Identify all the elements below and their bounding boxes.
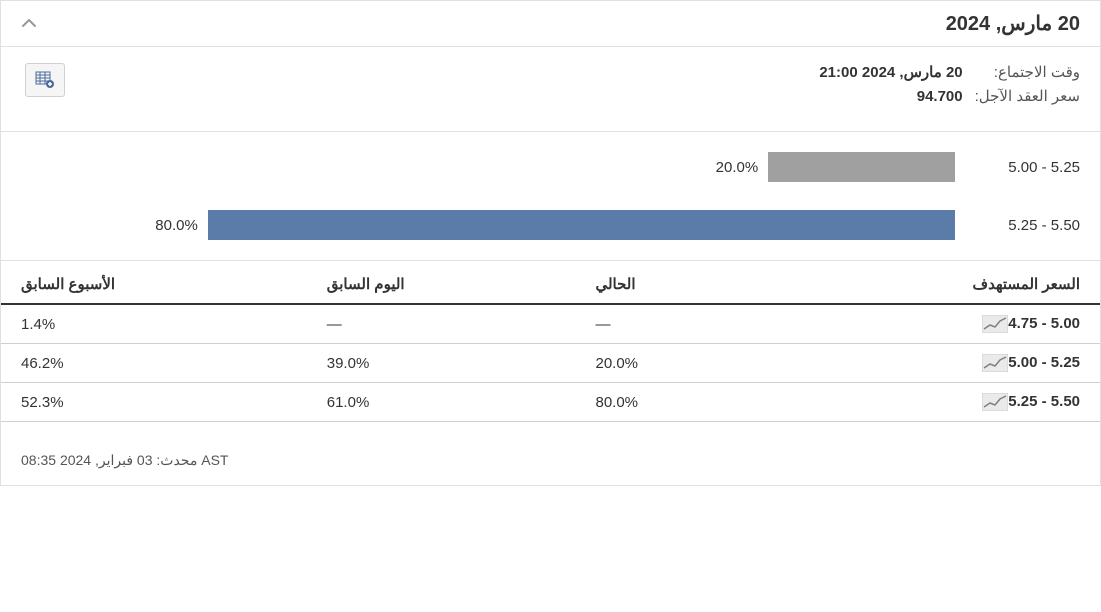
trend-icon[interactable] xyxy=(982,354,1008,372)
bar-pct-label: 20.0% xyxy=(700,159,769,176)
bar-track: 80.0% xyxy=(21,210,955,240)
add-grid-button[interactable] xyxy=(25,63,65,97)
trend-icon[interactable] xyxy=(982,393,1008,411)
meta-rows: وقت الاجتماع: 20 مارس, 2024 21:00 سعر ال… xyxy=(819,63,1080,111)
chevron-up-icon[interactable] xyxy=(21,15,37,33)
meta-section: وقت الاجتماع: 20 مارس, 2024 21:00 سعر ال… xyxy=(1,47,1100,132)
range-text: 4.75 - 5.00 xyxy=(1008,315,1080,332)
cell-prev-day: 61.0% xyxy=(307,383,576,422)
bar-fill xyxy=(768,152,955,182)
cell-prev-day: 39.0% xyxy=(307,344,576,383)
rate-panel: 20 مارس, 2024 وقت الاجتماع: 20 مارس, 202… xyxy=(0,0,1101,486)
cell-current: 80.0% xyxy=(575,383,763,422)
table-body: 4.75 - 5.00——1.4%5.00 - 5.2520.0%39.0%46… xyxy=(1,304,1100,422)
cell-current: 20.0% xyxy=(575,344,763,383)
range-text: 5.00 - 5.25 xyxy=(1008,354,1080,371)
cell-current: — xyxy=(575,304,763,344)
cell-prev-week: 1.4% xyxy=(1,304,307,344)
col-prev-week: الأسبوع السابق xyxy=(1,261,307,304)
cell-prev-week: 52.3% xyxy=(1,383,307,422)
bar-range-label: 5.00 - 5.25 xyxy=(955,159,1080,176)
futures-price-value: 94.700 xyxy=(819,87,962,111)
col-prev-day: اليوم السابق xyxy=(307,261,576,304)
table-row: 5.00 - 5.25 20.0%39.0%46.2% xyxy=(1,344,1100,383)
bar-track: 20.0% xyxy=(21,152,955,182)
trend-icon[interactable] xyxy=(982,315,1008,333)
probability-chart: 5.00 - 5.25 20.0% 5.25 - 5.50 80.0% xyxy=(1,132,1100,261)
table-row: 4.75 - 5.00——1.4% xyxy=(1,304,1100,344)
bar-row: 5.25 - 5.50 80.0% xyxy=(21,210,1080,240)
cell-prev-day: — xyxy=(307,304,576,344)
updated-footer: محدث: 03 فبراير, 2024 08:35 AST xyxy=(1,422,1100,485)
panel-title: 20 مارس, 2024 xyxy=(946,11,1080,36)
probability-table-section: السعر المستهدف الحالي اليوم السابق الأسب… xyxy=(1,261,1100,422)
meeting-time-value: 20 مارس, 2024 21:00 xyxy=(819,63,962,87)
futures-price-label: سعر العقد الآجل: xyxy=(963,87,1080,111)
bar-row: 5.00 - 5.25 20.0% xyxy=(21,152,1080,182)
col-target: السعر المستهدف xyxy=(764,261,1100,304)
bar-fill xyxy=(208,210,955,240)
col-current: الحالي xyxy=(575,261,763,304)
panel-header: 20 مارس, 2024 xyxy=(1,1,1100,47)
probability-table: السعر المستهدف الحالي اليوم السابق الأسب… xyxy=(1,261,1100,422)
bar-range-label: 5.25 - 5.50 xyxy=(955,217,1080,234)
range-text: 5.25 - 5.50 xyxy=(1008,393,1080,410)
meeting-time-label: وقت الاجتماع: xyxy=(963,63,1080,87)
cell-prev-week: 46.2% xyxy=(1,344,307,383)
cell-range: 4.75 - 5.00 xyxy=(764,304,1100,344)
cell-range: 5.25 - 5.50 xyxy=(764,383,1100,422)
cell-range: 5.00 - 5.25 xyxy=(764,344,1100,383)
bar-pct-label: 80.0% xyxy=(139,217,208,234)
table-row: 5.25 - 5.50 80.0%61.0%52.3% xyxy=(1,383,1100,422)
